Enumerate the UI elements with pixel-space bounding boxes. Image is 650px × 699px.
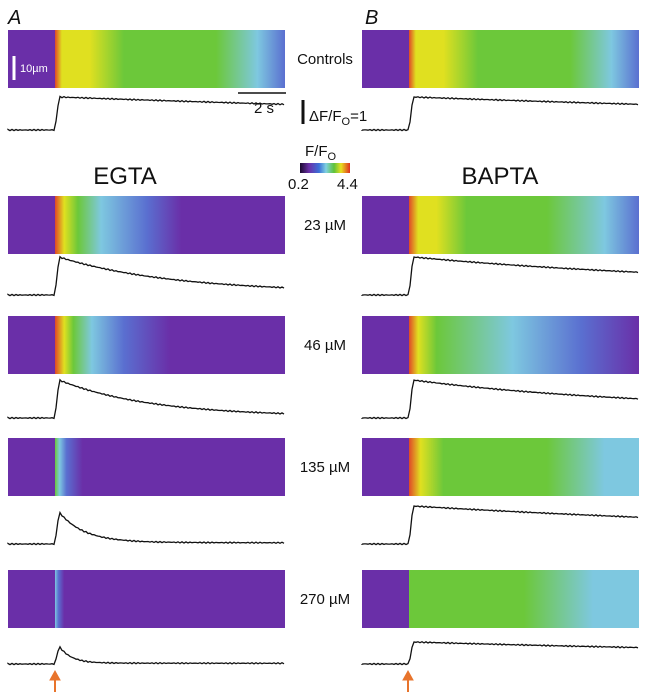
linescan — [55, 570, 285, 628]
purple-baseline — [362, 196, 409, 254]
purple-baseline — [362, 30, 409, 88]
fluorescence-traces — [7, 95, 639, 666]
trace — [361, 640, 639, 666]
linescan — [55, 316, 285, 374]
row-label: Controls — [297, 51, 353, 68]
panel-label: A — [7, 7, 21, 29]
trace — [361, 379, 639, 420]
amplitude-scale-label: ΔF/FO=1 — [309, 108, 367, 128]
trace — [7, 645, 285, 666]
row-labels: Controls 23 µM 46 µM 135 µM 270 µM — [297, 51, 353, 608]
space-scale-label: 10µm — [20, 63, 48, 75]
trace — [7, 95, 285, 132]
colorbar — [300, 163, 350, 173]
colorbar-title: F/FO — [305, 143, 337, 163]
linescan — [409, 196, 639, 254]
purple-baseline — [362, 316, 409, 374]
trace — [361, 256, 639, 297]
trace — [361, 505, 639, 546]
linescan — [55, 438, 285, 496]
colorbar-max: 4.4 — [337, 176, 358, 193]
linescan-images — [8, 30, 639, 628]
purple-baseline — [8, 316, 55, 374]
linescan — [409, 316, 639, 374]
purple-baseline — [362, 438, 409, 496]
panel-label: B — [365, 7, 378, 29]
linescan — [55, 196, 285, 254]
linescan — [409, 438, 639, 496]
linescan — [409, 30, 639, 88]
linescan — [409, 570, 639, 628]
row-label: 23 µM — [304, 217, 346, 234]
purple-baseline — [8, 196, 55, 254]
condition-label: EGTA — [93, 163, 157, 190]
row-label: 270 µM — [300, 591, 350, 608]
colorbar-min: 0.2 — [288, 176, 309, 193]
time-scale-label: 2 s — [254, 100, 274, 117]
purple-baseline — [8, 30, 55, 88]
row-label: 135 µM — [300, 459, 350, 476]
purple-baseline — [8, 438, 55, 496]
trace — [7, 510, 285, 546]
linescan — [55, 30, 285, 88]
trace — [361, 96, 639, 132]
purple-baseline — [8, 570, 55, 628]
trace — [7, 255, 285, 297]
purple-baseline — [362, 570, 409, 628]
row-label: 46 µM — [304, 337, 346, 354]
stimulus-arrows — [49, 669, 414, 692]
condition-label: BAPTA — [462, 163, 539, 190]
trace — [7, 378, 285, 420]
